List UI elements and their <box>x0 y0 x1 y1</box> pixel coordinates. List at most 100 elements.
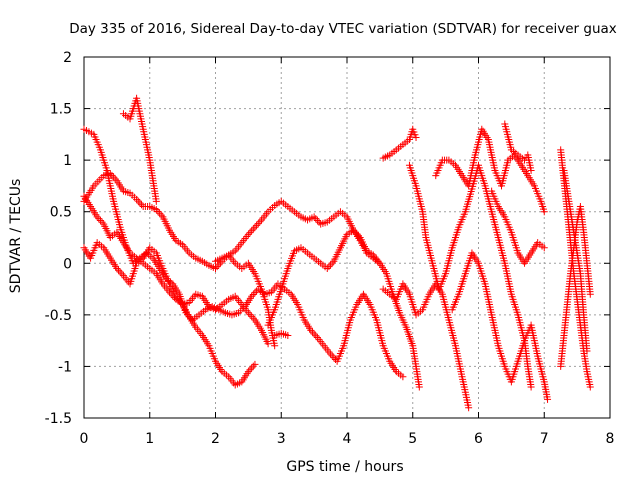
x-axis-label: GPS time / hours <box>286 459 403 475</box>
data-point <box>415 383 423 391</box>
data-point <box>527 166 535 174</box>
data-point <box>327 261 335 269</box>
data-point <box>399 373 407 381</box>
data-point <box>465 404 473 412</box>
series-track-a <box>80 170 384 272</box>
data-point <box>152 206 160 214</box>
data-point <box>246 311 254 319</box>
y-tick-label: 2 <box>63 50 72 66</box>
data-point <box>249 225 257 233</box>
data-point <box>170 294 178 302</box>
series-track-o <box>501 120 535 174</box>
data-point <box>251 223 259 231</box>
data-point <box>110 173 118 181</box>
data-point <box>544 395 552 403</box>
data-point <box>540 208 548 216</box>
data-point <box>133 195 141 203</box>
data-point <box>169 292 177 300</box>
series-track-n <box>488 187 548 267</box>
y-tick-label: 1.5 <box>50 102 72 118</box>
series-track-k <box>405 161 535 391</box>
data-point <box>248 292 256 300</box>
data-point <box>350 226 358 234</box>
x-tick-label: 3 <box>277 431 286 447</box>
data-point <box>254 220 262 228</box>
data-point <box>328 259 336 267</box>
y-tick-label: 0 <box>63 256 72 272</box>
x-tick-label: 1 <box>145 431 154 447</box>
data-point <box>253 221 261 229</box>
series-track-m <box>448 249 552 403</box>
data-point <box>212 264 219 272</box>
data-point <box>310 330 318 338</box>
data-point <box>248 312 256 320</box>
data-point <box>118 270 126 278</box>
data-point <box>583 347 591 355</box>
data-point <box>213 263 221 271</box>
data-point <box>96 216 104 224</box>
data-point <box>157 211 165 219</box>
x-tick-label: 6 <box>474 431 483 447</box>
data-point <box>586 290 594 298</box>
y-tick-labels: -1.5 -1 -0.5 0 0.5 1 1.5 2 <box>45 50 72 427</box>
data-point <box>315 218 323 226</box>
data-point <box>308 328 316 336</box>
x-tick-label: 2 <box>211 431 220 447</box>
y-tick-label: -0.5 <box>45 308 72 324</box>
data-point <box>156 209 164 217</box>
data-point <box>251 360 259 368</box>
data-point <box>111 175 119 183</box>
x-tick-label: 8 <box>606 431 615 447</box>
data-point <box>244 309 252 317</box>
data-point <box>249 290 257 298</box>
data-point <box>152 197 160 205</box>
data-point <box>93 213 101 221</box>
series-track-j <box>379 125 420 162</box>
data-point <box>154 207 162 215</box>
data-point <box>116 268 124 276</box>
series-track-e <box>119 94 160 205</box>
x-tick-label: 7 <box>540 431 549 447</box>
series-track-d <box>80 192 272 348</box>
data-point <box>95 215 103 223</box>
data-point <box>412 133 420 141</box>
data-point <box>244 368 252 376</box>
x-tick-label: 0 <box>80 431 89 447</box>
data-point <box>330 354 338 362</box>
data-point <box>246 366 254 374</box>
x-tick-labels: 0 1 2 3 4 5 6 7 8 <box>80 431 615 447</box>
data-point <box>264 340 272 348</box>
series-track-l <box>432 125 548 216</box>
y-tick-label: -1 <box>58 359 72 375</box>
data-point <box>244 230 252 238</box>
y-tick-label: 0.5 <box>50 205 72 221</box>
series-track-r <box>560 166 591 355</box>
data-point <box>271 342 279 350</box>
data-point <box>246 229 254 237</box>
data-point <box>98 218 106 226</box>
data-point <box>328 352 336 360</box>
data-point <box>351 228 359 236</box>
plot-frame <box>83 56 611 419</box>
data-point <box>248 227 256 235</box>
data-marks <box>80 94 594 412</box>
series-track-i <box>379 280 473 412</box>
data-point <box>134 197 142 205</box>
data-point <box>249 314 257 322</box>
series-track-c <box>80 239 259 389</box>
grid-lines <box>84 57 610 418</box>
data-point <box>527 383 535 391</box>
series-track-g <box>212 251 279 350</box>
data-point <box>138 201 146 209</box>
y-tick-label: 1 <box>63 153 72 169</box>
data-point <box>327 350 335 358</box>
data-point <box>540 244 548 252</box>
data-point <box>355 232 363 240</box>
y-axis-label: SDTVAR / TECUs <box>8 179 24 294</box>
series-track-h <box>264 226 423 391</box>
data-point <box>248 364 256 372</box>
data-point <box>312 215 320 223</box>
data-point <box>310 213 318 221</box>
data-point <box>113 264 121 272</box>
